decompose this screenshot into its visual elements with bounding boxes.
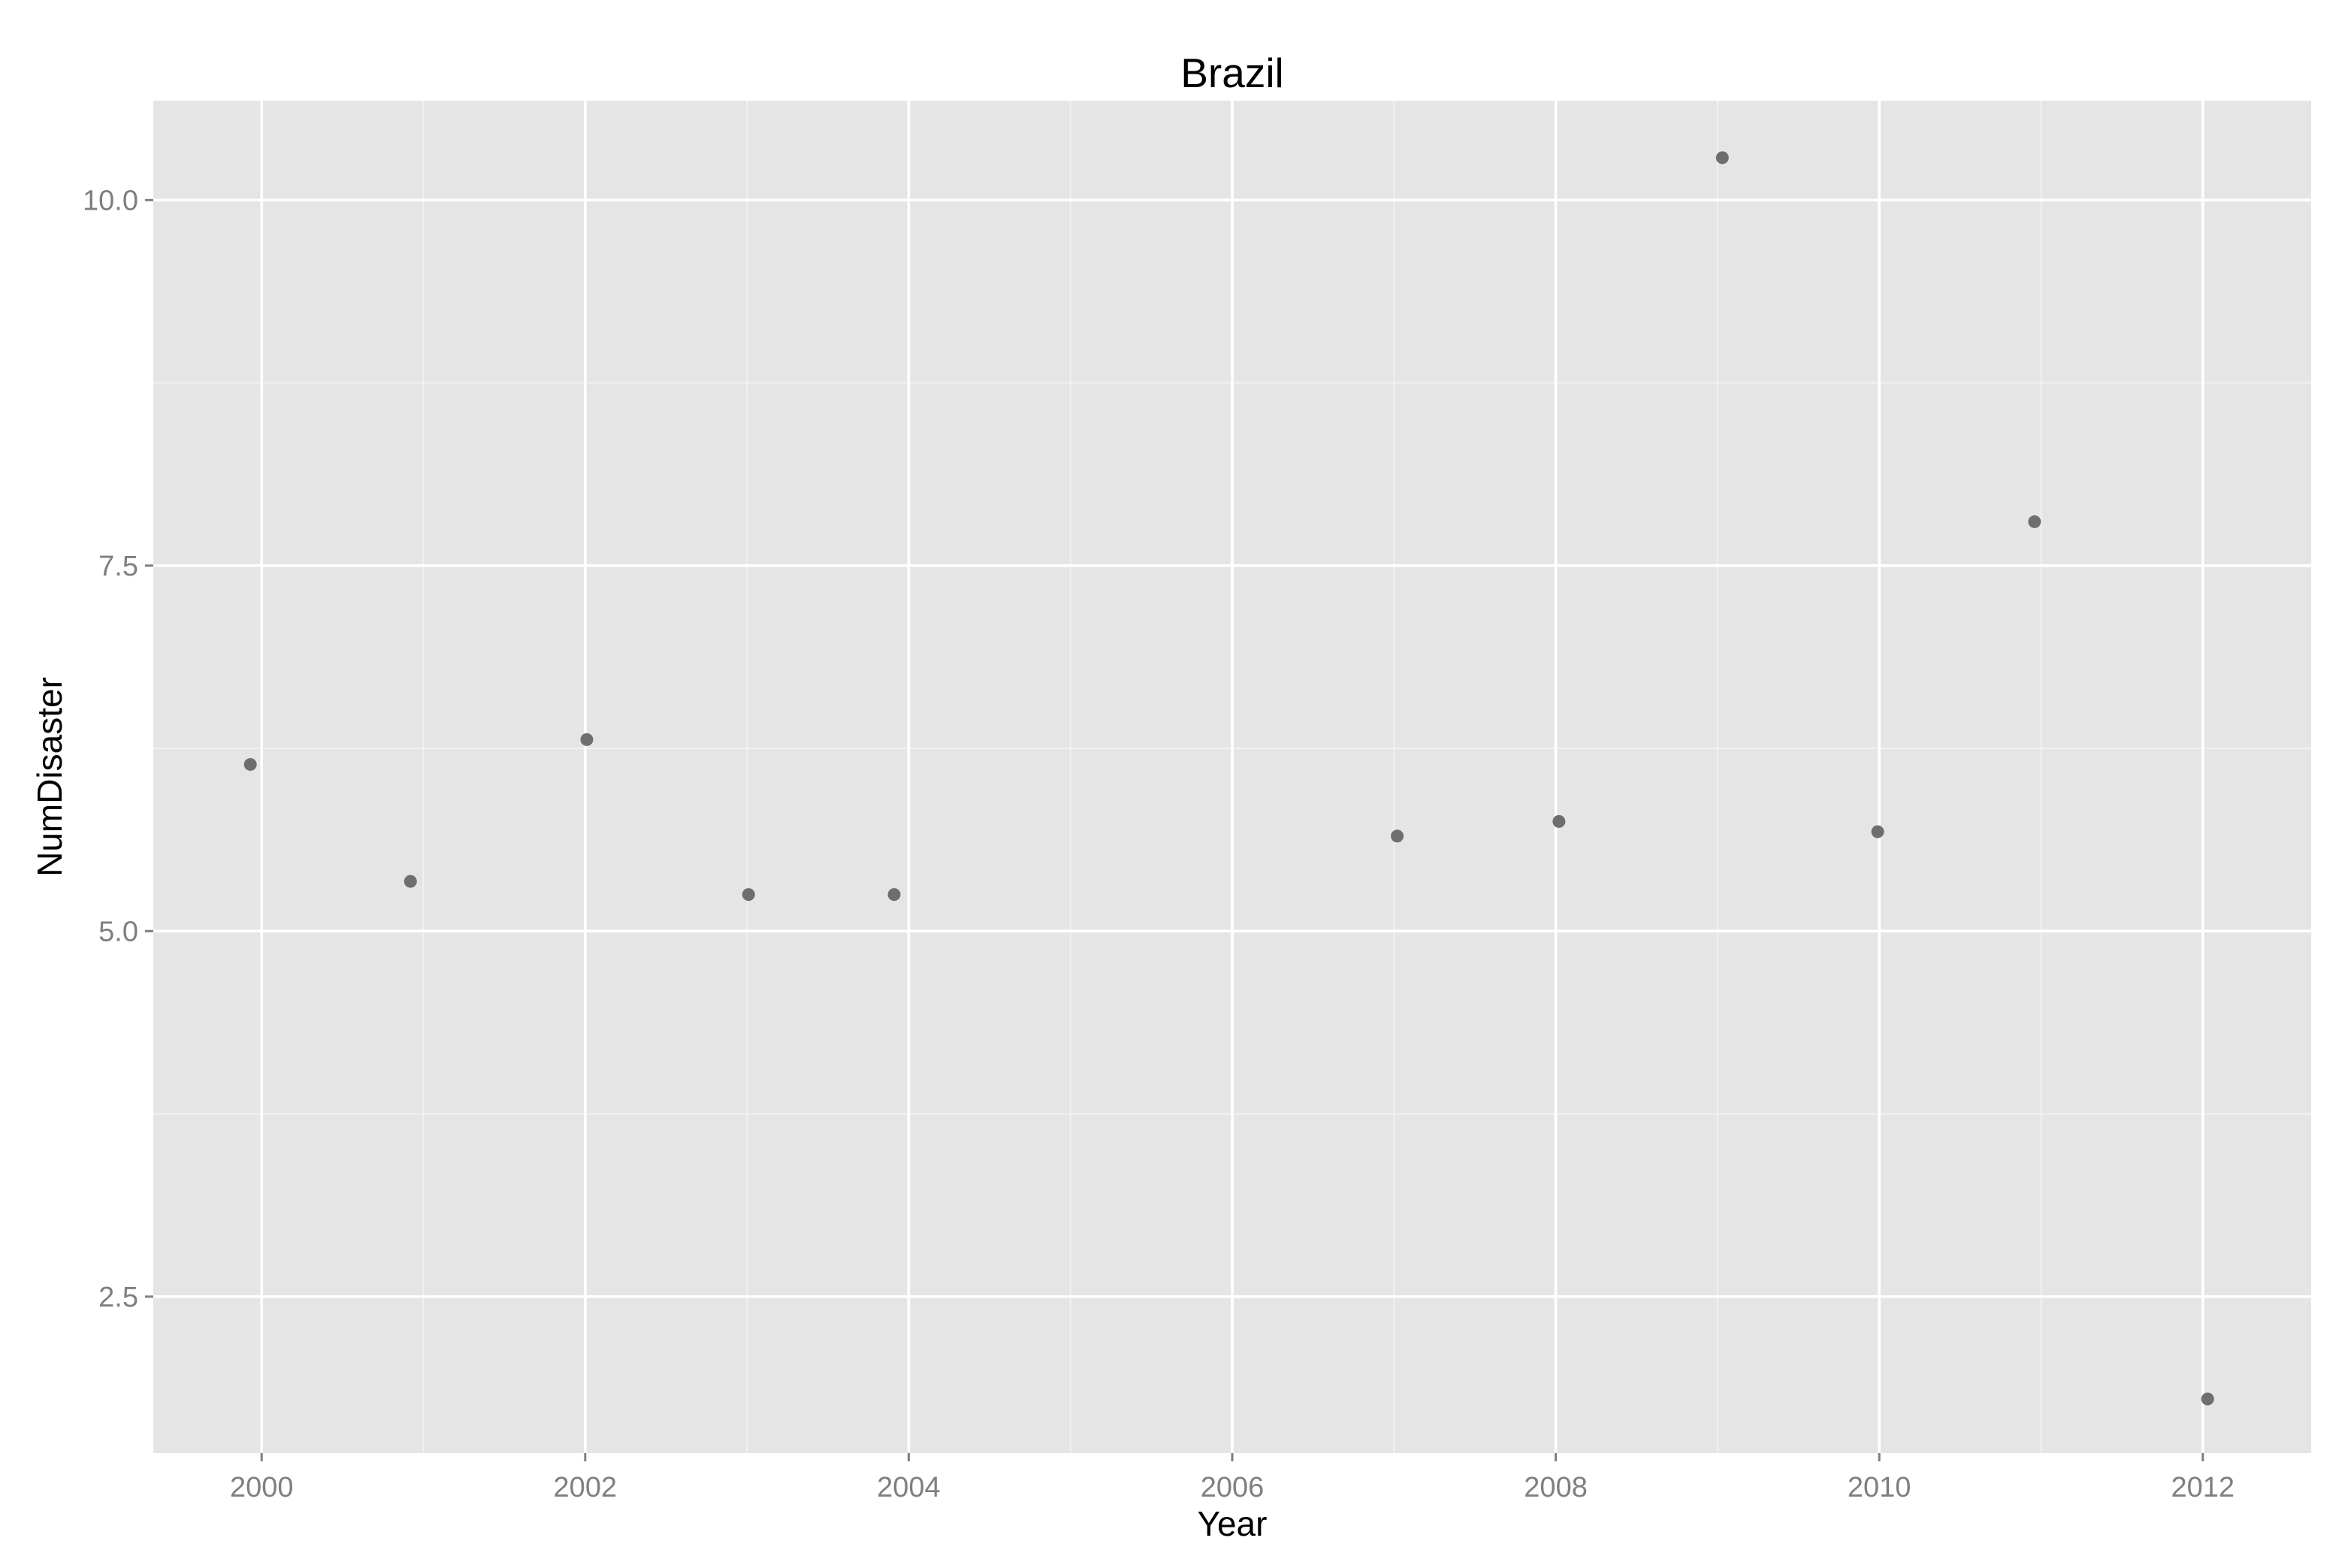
grid-lines	[153, 101, 2311, 1453]
x-tick-label: 2010	[1848, 1472, 1911, 1503]
x-tick-label: 2000	[230, 1472, 294, 1503]
data-point	[1552, 814, 1566, 828]
y-tick-label: 10.0	[83, 185, 138, 216]
y-tick-label: 7.5	[98, 551, 138, 582]
x-tick-label: 2012	[2171, 1472, 2235, 1503]
x-tick-label: 2002	[554, 1472, 618, 1503]
x-tick-label: 2006	[1201, 1472, 1265, 1503]
data-point	[580, 733, 594, 746]
y-tick-label: 2.5	[98, 1282, 138, 1313]
data-point	[1391, 829, 1404, 843]
x-tick-label: 2004	[877, 1472, 941, 1503]
chart-title: Brazil	[1180, 50, 1284, 96]
axis-ticks: 2000 2002 2004 2006 2008 2010 2012 2.5 5.0 7.5 10.…	[83, 185, 2235, 1503]
y-tick-label: 5.0	[98, 916, 138, 947]
y-axis-title: NumDisaster	[30, 677, 69, 877]
data-point	[403, 875, 417, 888]
x-tick-label: 2008	[1524, 1472, 1588, 1503]
data-point	[887, 888, 901, 902]
data-point	[243, 757, 257, 771]
data-point	[2201, 1392, 2214, 1406]
data-points	[243, 151, 2214, 1406]
x-axis-title: Year	[1198, 1504, 1268, 1543]
data-point	[2028, 515, 2041, 528]
data-point	[1871, 825, 1884, 838]
data-point	[1715, 151, 1729, 165]
data-point	[742, 888, 755, 902]
